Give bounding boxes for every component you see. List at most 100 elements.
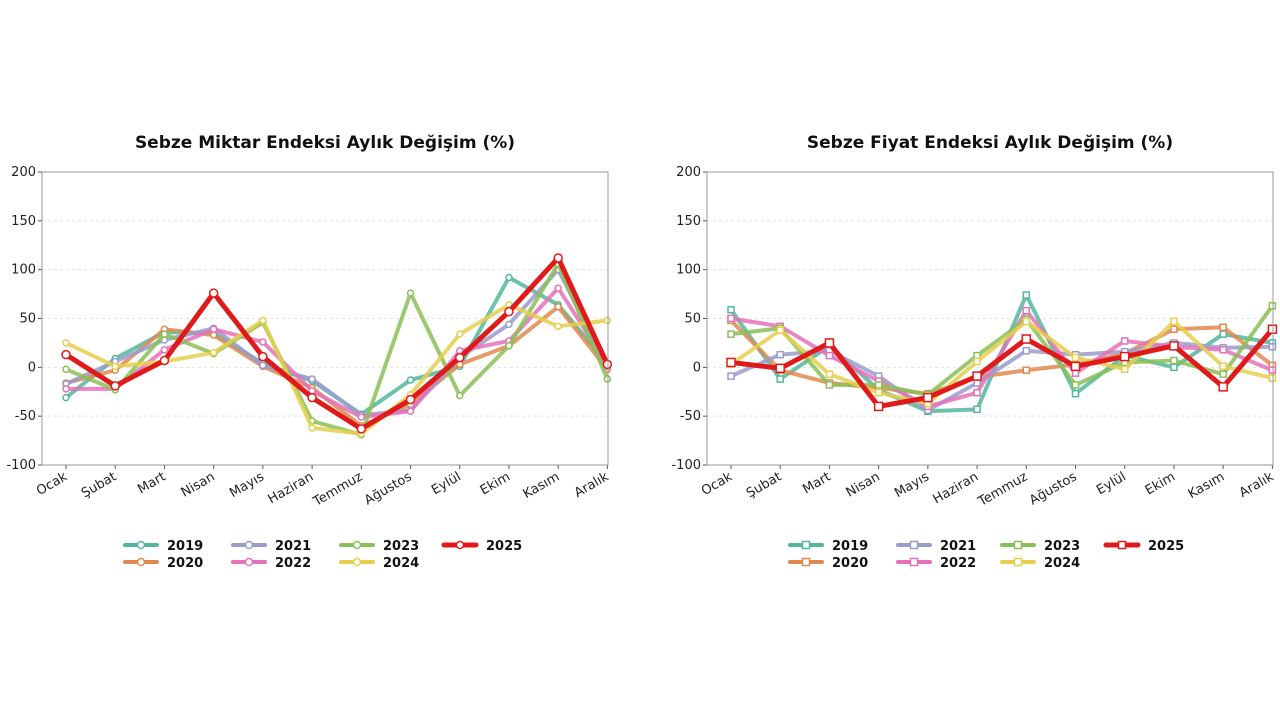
point-2023: [1219, 370, 1227, 378]
legend-marker-2021: [244, 540, 254, 550]
x-tick-label: Mart: [135, 469, 168, 497]
legend-marker-2022: [244, 557, 254, 567]
legend-label-2019: 2019: [167, 539, 203, 554]
point-2023: [455, 391, 464, 400]
point-2021: [1022, 346, 1031, 355]
point-2024: [1120, 365, 1129, 374]
point-2023: [505, 342, 513, 350]
legend-label-2025: 2025: [1148, 539, 1184, 554]
series-line-2025: [63, 255, 610, 432]
point-2019: [973, 405, 981, 414]
y-tick-label: 50: [684, 312, 701, 327]
point-2022: [357, 413, 366, 421]
legend-label-2023: 2023: [383, 539, 419, 554]
y-tick-label: -50: [680, 409, 701, 424]
legend-marker-2021: [909, 540, 919, 550]
x-tick-label: Mayıs: [892, 469, 932, 501]
x-tick-label: Ocak: [34, 469, 70, 499]
series-line-2023: [64, 261, 610, 437]
point-2025: [775, 363, 785, 374]
point-2023: [160, 330, 169, 338]
point-2025: [61, 349, 71, 360]
point-2021: [727, 372, 735, 380]
point-2022: [62, 385, 70, 393]
x-tick-label: Ekim: [478, 469, 513, 498]
legend-marker-2024: [352, 557, 362, 567]
point-2022: [259, 338, 267, 346]
x-tick-label: Temmuz: [310, 469, 365, 510]
point-2025: [307, 392, 317, 403]
point-2019: [1219, 330, 1227, 338]
series-line-2025: [728, 326, 1275, 409]
point-2025: [454, 352, 465, 363]
x-tick-label: Eylül: [1094, 469, 1129, 498]
point-2019: [1022, 291, 1031, 299]
legend-label-2021: 2021: [940, 539, 976, 554]
point-2022: [1120, 337, 1129, 345]
x-tick-label: Aralık: [572, 469, 612, 501]
point-2024: [874, 388, 883, 397]
plot-frame: [41, 171, 609, 466]
point-2023: [825, 381, 834, 389]
point-2023: [406, 289, 415, 297]
x-tick-label: Nisan: [179, 469, 218, 500]
point-2024: [603, 316, 612, 325]
legend-label-2022: 2022: [940, 556, 976, 571]
point-2022: [1268, 366, 1277, 375]
legend-label-2020: 2020: [832, 556, 868, 571]
point-2025: [1021, 334, 1032, 344]
point-2024: [825, 370, 834, 378]
point-2024: [554, 322, 562, 331]
point-2021: [505, 320, 513, 329]
point-2021: [1268, 343, 1277, 351]
point-2025: [824, 338, 835, 348]
legend-label-2023: 2023: [1044, 539, 1080, 554]
point-2022: [973, 388, 981, 397]
point-2022: [209, 325, 218, 333]
point-2025: [726, 357, 736, 368]
x-tick-label: Eylül: [429, 469, 464, 498]
x-tick-label: Şubat: [744, 469, 784, 501]
point-2019: [776, 375, 784, 383]
point-2025: [1169, 341, 1179, 351]
legend-label-2024: 2024: [383, 556, 419, 571]
point-2024: [1022, 317, 1031, 326]
series-line-2024: [729, 319, 1275, 406]
legend-marker-2025: [455, 540, 465, 550]
point-2024: [209, 348, 218, 357]
point-2022: [727, 314, 735, 323]
point-2022: [554, 284, 562, 292]
x-tick-label: Ağustos: [1027, 469, 1080, 508]
point-2024: [1071, 353, 1080, 362]
legend-label-2022: 2022: [275, 556, 311, 571]
point-2023: [874, 381, 883, 389]
point-2021: [776, 350, 784, 359]
point-2021: [259, 361, 267, 370]
x-tick-label: Mayıs: [227, 469, 267, 501]
point-2019: [62, 393, 70, 402]
point-2025: [1070, 361, 1081, 372]
point-2023: [603, 375, 612, 383]
y-tick-label: -50: [15, 409, 36, 424]
point-2024: [1268, 374, 1277, 382]
x-tick-label: Haziran: [266, 469, 317, 507]
point-2024: [1219, 362, 1227, 371]
point-2019: [1170, 363, 1178, 372]
point-2025: [923, 392, 933, 403]
point-2022: [406, 407, 415, 416]
y-tick-label: 100: [11, 263, 36, 278]
chart-fiyat: Sebze Fiyat Endeksi Aylık Değişim (%) -10…: [671, 133, 1278, 571]
x-tick-label: Şubat: [79, 469, 119, 501]
x-tick-label: Nisan: [844, 469, 883, 500]
legend-marker-2022: [909, 557, 919, 567]
point-2019: [727, 305, 735, 314]
point-2024: [259, 316, 267, 325]
legend-label-2020: 2020: [167, 556, 203, 571]
y-tick-label: 200: [11, 165, 36, 180]
point-2024: [973, 357, 981, 366]
x-tick-label: Ağustos: [362, 469, 415, 508]
series-line-2022: [729, 308, 1275, 409]
point-2024: [111, 362, 119, 371]
point-2023: [1268, 302, 1277, 310]
legend-marker-2019: [801, 540, 811, 550]
